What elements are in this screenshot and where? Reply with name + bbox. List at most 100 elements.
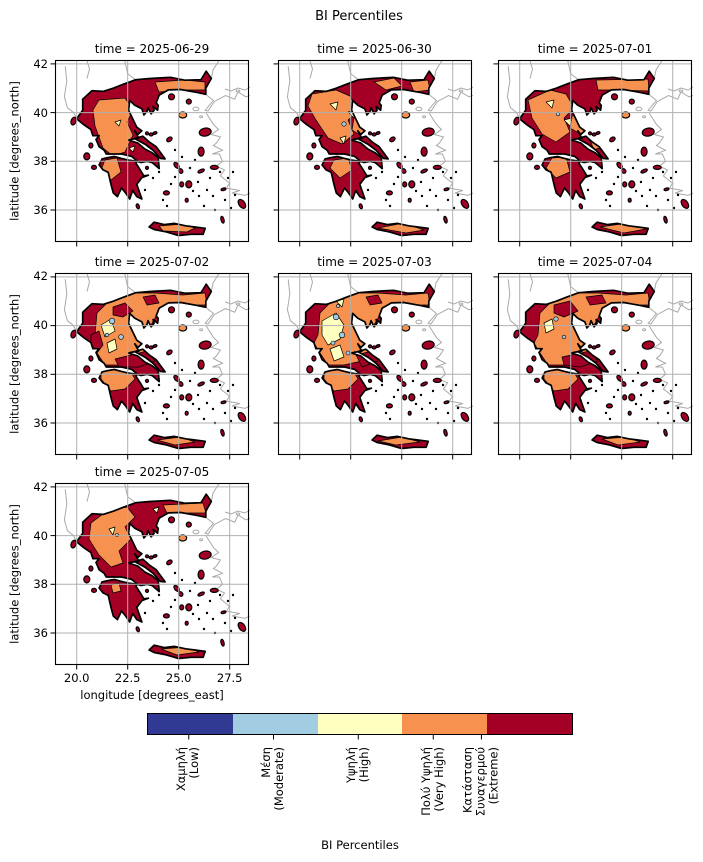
islands bbox=[292, 305, 469, 437]
y-tick-label: 36 bbox=[33, 626, 48, 640]
y-axis-label-wrap: latitude [degrees_north] bbox=[8, 483, 22, 665]
tick-marks bbox=[273, 275, 453, 459]
colorbar-tick-label-line: (Very High) bbox=[432, 747, 446, 812]
islands bbox=[513, 305, 690, 437]
x-tick-label: 20.0 bbox=[63, 671, 90, 685]
y-tick-label: 40 bbox=[33, 318, 48, 333]
islands bbox=[70, 516, 247, 647]
tick-marks bbox=[273, 63, 453, 247]
y-axis-label-wrap: latitude [degrees_north] bbox=[8, 273, 22, 455]
neighbor-coastlines bbox=[63, 59, 251, 196]
colorbar-tick-label-line: Χαμηλή bbox=[174, 747, 188, 791]
gridlines bbox=[55, 272, 249, 455]
colorbar-segment-2 bbox=[317, 714, 403, 734]
colorbar-segment-3 bbox=[402, 714, 488, 734]
greece-outline bbox=[75, 493, 213, 660]
facet-map-4 bbox=[273, 272, 473, 459]
y-tick-label: 36 bbox=[33, 203, 48, 217]
subplot-title: time = 2025-06-29 bbox=[94, 42, 210, 56]
figure-title: BI Percentiles bbox=[315, 9, 403, 24]
x-tick-label: 25.0 bbox=[165, 671, 192, 685]
neighbor-coastlines bbox=[63, 272, 251, 409]
y-tick-label: 42 bbox=[33, 479, 48, 494]
plot-frame bbox=[497, 272, 693, 455]
greece-outline bbox=[75, 70, 213, 237]
small-island-specks bbox=[143, 361, 237, 424]
colorbar-segment-4 bbox=[487, 714, 572, 734]
x-tick-label: 27.5 bbox=[216, 671, 243, 685]
greece-outline bbox=[518, 70, 656, 237]
y-axis-label: latitude [degrees_north] bbox=[7, 81, 22, 221]
y-tick-label: 40 bbox=[33, 528, 48, 543]
facet-map-3 bbox=[50, 272, 251, 459]
y-tick-label: 42 bbox=[33, 56, 48, 71]
colorbar-tick-label-line: Συναγερμού bbox=[473, 747, 487, 816]
subplot-title: time = 2025-06-30 bbox=[317, 42, 432, 56]
plot-frame bbox=[277, 59, 472, 243]
tick-marks bbox=[493, 275, 674, 459]
plot-frame bbox=[54, 59, 250, 243]
colorbar-tick-label-line: Κατάσταση bbox=[460, 747, 474, 813]
tick-marks bbox=[50, 63, 231, 247]
colorbar-tick-label-line: (High) bbox=[357, 747, 371, 782]
colorbar-label: BI Percentiles bbox=[321, 838, 399, 852]
gridlines bbox=[277, 60, 472, 242]
subplot-title: time = 2025-07-01 bbox=[537, 42, 653, 56]
plot-frame bbox=[54, 482, 250, 666]
gridlines bbox=[277, 272, 472, 455]
plot-frame bbox=[497, 59, 693, 243]
subplot-title: time = 2025-07-05 bbox=[94, 465, 210, 479]
islands bbox=[70, 93, 247, 224]
islands bbox=[292, 93, 469, 224]
gridlines bbox=[498, 272, 692, 455]
facet-map-2 bbox=[493, 59, 694, 247]
gridlines bbox=[55, 60, 249, 242]
subplot-title: time = 2025-07-03 bbox=[317, 254, 432, 269]
y-tick-label: 36 bbox=[33, 415, 48, 430]
small-island-specks bbox=[143, 571, 237, 635]
tick-marks bbox=[50, 275, 231, 459]
facet-map-6 bbox=[50, 482, 251, 670]
gridlines bbox=[498, 60, 692, 242]
x-tick-label: 22.5 bbox=[114, 671, 141, 685]
greece-outline bbox=[298, 282, 435, 449]
colorbar bbox=[147, 713, 573, 735]
y-axis-label: latitude [degrees_north] bbox=[7, 504, 22, 644]
colorbar-tick-label-line: (Low) bbox=[187, 747, 201, 779]
tick-marks bbox=[493, 63, 674, 247]
facet-map-1 bbox=[273, 59, 473, 247]
subplot-title: time = 2025-07-02 bbox=[94, 254, 210, 269]
neighbor-coastlines bbox=[63, 482, 251, 619]
y-tick-label: 38 bbox=[33, 154, 48, 169]
y-tick-label: 38 bbox=[33, 577, 48, 592]
y-tick-label: 42 bbox=[33, 269, 48, 284]
colorbar-tick-label-line: Μέση bbox=[259, 747, 273, 778]
small-island-specks bbox=[366, 148, 459, 212]
islands bbox=[513, 93, 690, 224]
x-axis-label: longitude [degrees_east] bbox=[80, 688, 224, 702]
greece-outline bbox=[298, 70, 435, 237]
greece-outline bbox=[518, 282, 656, 449]
plot-frame bbox=[54, 272, 250, 455]
y-axis-label: latitude [degrees_north] bbox=[7, 293, 22, 434]
small-island-specks bbox=[586, 361, 680, 424]
gridlines bbox=[55, 483, 249, 665]
facet-map-0 bbox=[50, 59, 251, 247]
colorbar-tick-label-line: Πολύ Υψηλή bbox=[419, 747, 433, 816]
y-axis-label-wrap: latitude [degrees_north] bbox=[8, 60, 22, 242]
facet-map-5 bbox=[493, 272, 694, 459]
colorbar-segment-0 bbox=[148, 714, 233, 734]
subplot-title: time = 2025-07-04 bbox=[537, 254, 653, 269]
tick-marks bbox=[50, 486, 231, 670]
y-tick-label: 40 bbox=[33, 105, 48, 120]
y-tick-label: 38 bbox=[33, 366, 48, 381]
colorbar-segment-1 bbox=[232, 714, 318, 734]
greece-outline bbox=[75, 282, 213, 449]
small-island-specks bbox=[586, 148, 680, 212]
small-island-specks bbox=[366, 361, 459, 424]
danger-class-patches bbox=[92, 79, 206, 233]
colorbar-tick-label-line: Υψηλή bbox=[344, 747, 358, 784]
plot-frame bbox=[277, 272, 472, 455]
greece-landmass bbox=[76, 71, 212, 236]
